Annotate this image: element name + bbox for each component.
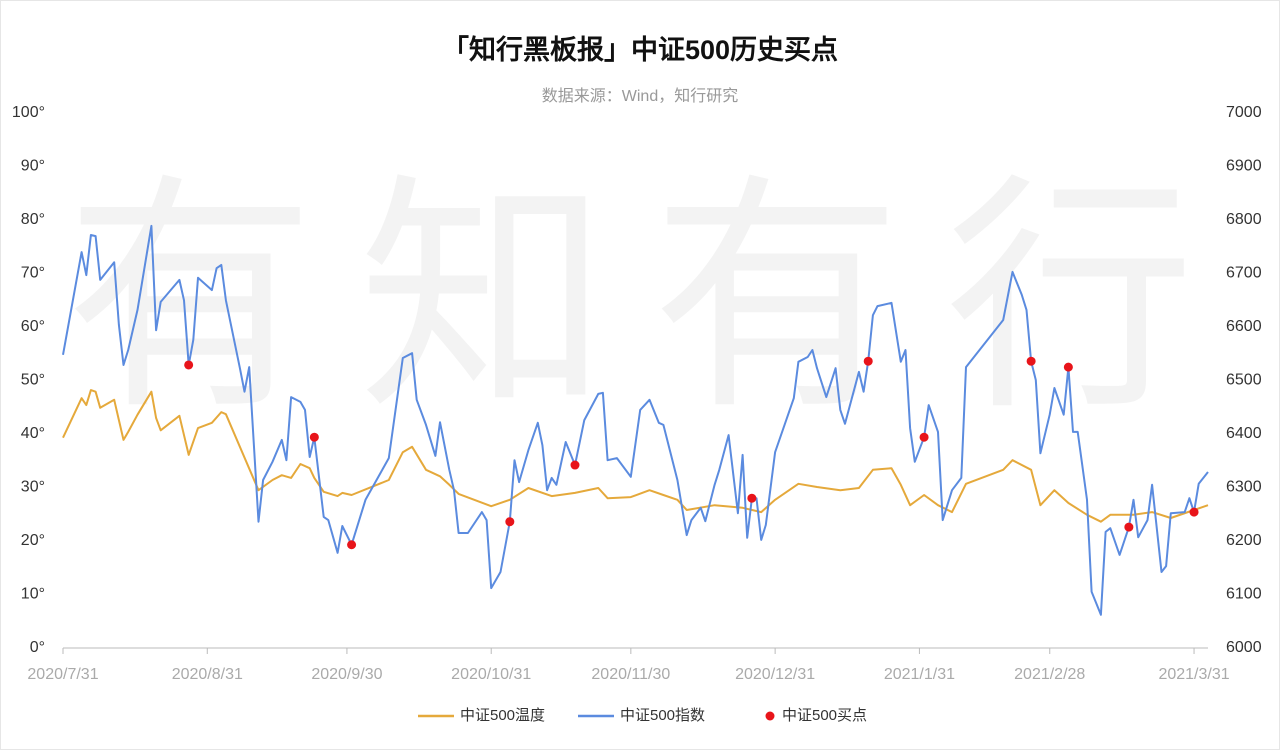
buy-point [747, 493, 757, 503]
y-tick-label: 10° [21, 586, 45, 603]
x-tick-label: 2021/3/31 [1158, 666, 1229, 683]
y-tick-label: 20° [21, 532, 45, 549]
y-tick-label: 70° [21, 265, 45, 282]
legend-label: 中证500指数 [620, 707, 705, 724]
y-tick-label: 40° [21, 425, 45, 442]
legend-label: 中证500温度 [460, 707, 545, 724]
y2-tick-label: 6700 [1226, 265, 1262, 282]
x-tick-label: 2020/8/31 [172, 666, 243, 683]
y2-tick-label: 6100 [1226, 586, 1262, 603]
y2-tick-label: 6400 [1226, 425, 1262, 442]
buy-point [1026, 356, 1036, 366]
buy-point [863, 356, 873, 366]
x-tick-label: 2020/12/31 [735, 666, 815, 683]
y2-tick-label: 6300 [1226, 479, 1262, 496]
buy-point [570, 460, 580, 470]
y-tick-label: 90° [21, 158, 45, 175]
buy-point [1189, 507, 1199, 517]
buy-point [919, 432, 929, 442]
y-tick-label: 0° [30, 639, 45, 656]
legend-label: 中证500买点 [782, 707, 867, 724]
chart-subtitle: 数据来源：Wind，知行研究 [542, 87, 738, 105]
buy-point [347, 540, 357, 550]
buy-point [309, 432, 319, 442]
series-line [62, 389, 1209, 523]
y2-tick-label: 6900 [1226, 158, 1262, 175]
y2-tick-label: 7000 [1226, 104, 1262, 121]
buy-point [184, 360, 194, 370]
x-tick-label: 2021/1/31 [884, 666, 955, 683]
y2-tick-label: 6600 [1226, 318, 1262, 335]
chart-title: 「知行黑板报」中证500历史买点 [442, 34, 838, 65]
y2-tick-label: 6000 [1226, 639, 1262, 656]
x-tick-label: 2020/7/31 [27, 666, 98, 683]
y-tick-label: 80° [21, 211, 45, 228]
x-tick-label: 2020/11/30 [591, 666, 670, 683]
y2-tick-label: 6500 [1226, 372, 1262, 389]
x-tick-label: 2020/9/30 [311, 666, 382, 683]
series-line [62, 224, 1209, 616]
buy-point [1124, 522, 1134, 532]
x-tick-label: 2020/10/31 [451, 666, 531, 683]
buy-point [1063, 362, 1073, 372]
y-tick-label: 30° [21, 479, 45, 496]
x-tick-label: 2021/2/28 [1014, 666, 1085, 683]
y-tick-label: 50° [21, 372, 45, 389]
legend-swatch [765, 711, 775, 721]
y2-tick-label: 6800 [1226, 211, 1262, 228]
y2-tick-label: 6200 [1226, 532, 1262, 549]
y-tick-label: 60° [21, 318, 45, 335]
buy-point [505, 517, 515, 527]
y-tick-label: 100° [12, 104, 45, 121]
